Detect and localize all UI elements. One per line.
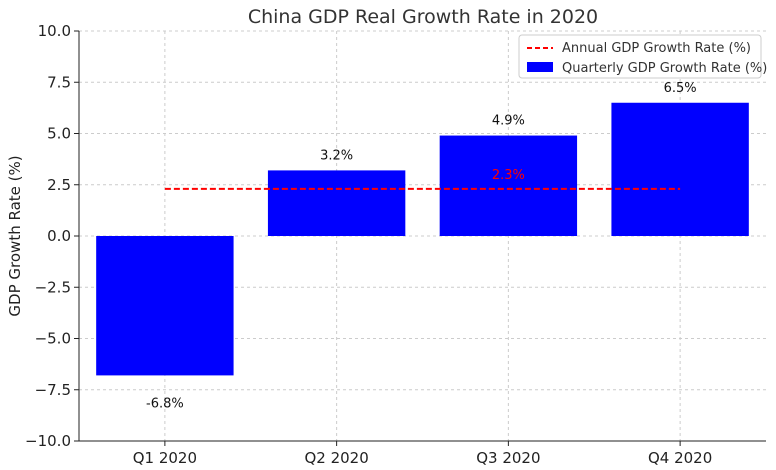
x-tick-label-3: Q4 2020 — [648, 449, 712, 467]
data-label-2: 4.9% — [492, 114, 525, 129]
x-tick-label-0: Q1 2020 — [133, 449, 197, 467]
y-tick-label-4: 0.0 — [47, 227, 71, 245]
y-tick-label-1: −7.5 — [35, 381, 71, 399]
y-tick-label-5: 2.5 — [47, 176, 71, 194]
data-label-0: -6.8% — [146, 396, 184, 411]
tick-labels: −10.0 −7.5 −5.0 −2.5 0.0 2.5 5.0 7.5 10.0 Q1 2020… — [25, 22, 712, 467]
x-tick-label-2: Q3 2020 — [476, 449, 540, 467]
annual-growth-label: 2.3% — [492, 168, 525, 183]
annual-line-group: 2.3% — [164, 168, 681, 190]
data-labels: -6.8% 3.2% 4.9% 6.5% — [146, 81, 697, 412]
data-label-1: 3.2% — [320, 148, 353, 163]
legend-quarterly-swatch — [527, 62, 553, 72]
bars — [96, 102, 749, 376]
chart-title: China GDP Real Growth Rate in 2020 — [248, 6, 598, 28]
y-tick-label-2: −5.0 — [35, 330, 71, 348]
legend-annual-label: Annual GDP Growth Rate (%) — [562, 41, 751, 56]
x-tick-label-1: Q2 2020 — [304, 449, 368, 467]
y-tick-label-8: 10.0 — [38, 22, 71, 40]
y-tick-label-6: 5.0 — [47, 125, 71, 143]
legend-quarterly-label: Quarterly GDP Growth Rate (%) — [562, 61, 767, 76]
y-tick-label-0: −10.0 — [25, 432, 71, 450]
bar-q4-2020 — [611, 102, 749, 236]
bar-q2-2020 — [267, 170, 406, 236]
y-tick-label-7: 7.5 — [47, 73, 71, 91]
y-axis-label: GDP Growth Rate (%) — [6, 155, 24, 316]
legend-box — [518, 34, 762, 79]
bar-q1-2020 — [96, 236, 234, 376]
y-tick-label-3: −2.5 — [35, 278, 71, 296]
bar-q3-2020 — [439, 135, 578, 236]
legend: Annual GDP Growth Rate (%) Quarterly GDP… — [518, 34, 767, 79]
data-label-3: 6.5% — [664, 81, 697, 96]
